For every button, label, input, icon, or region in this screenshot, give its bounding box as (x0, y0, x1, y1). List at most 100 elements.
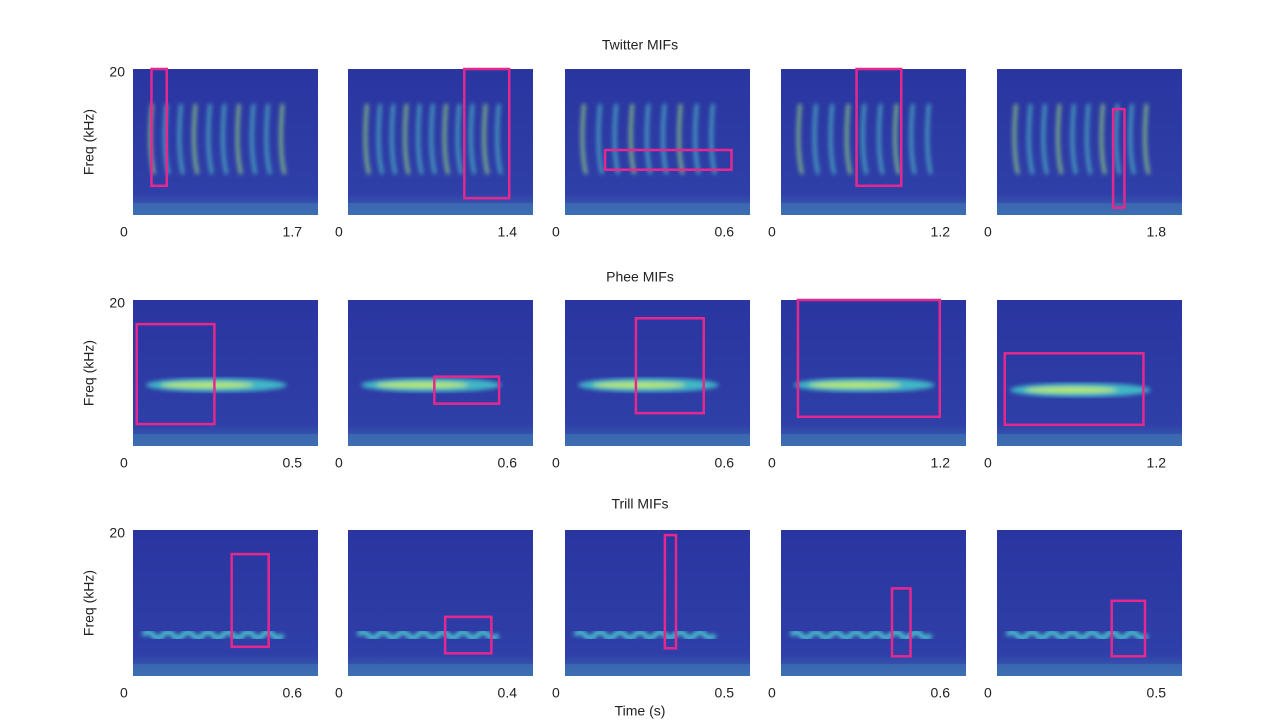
spectrogram-energy (789, 629, 933, 641)
spectrogram-energy (1012, 103, 1150, 175)
x-tick-label: 0 (552, 455, 560, 471)
call-band-core (375, 382, 469, 388)
call-streak (829, 103, 836, 175)
call-streak (1041, 103, 1049, 175)
noise-floor (348, 434, 533, 446)
noise-floor (133, 664, 318, 676)
spectrogram (997, 300, 1182, 446)
call-streak (597, 103, 604, 175)
spectrogram (133, 300, 318, 446)
call-streak (495, 103, 503, 175)
spectrogram-bg (781, 530, 966, 676)
x-tick-label: 0 (120, 224, 128, 240)
spectrogram-energy (360, 378, 502, 392)
x-tick-label: 0.6 (715, 455, 735, 471)
call-streak (845, 103, 852, 175)
call-streak (482, 103, 490, 175)
mif-box (1110, 599, 1147, 658)
x-axis-label: Time (s) (615, 703, 666, 719)
call-trill (789, 629, 933, 641)
call-streak (1056, 103, 1063, 175)
call-streak (250, 103, 257, 175)
call-streak (469, 103, 476, 175)
call-streak (1085, 103, 1092, 175)
spectrogram-bg (565, 300, 750, 446)
spectrogram (781, 300, 966, 446)
call-streak (363, 103, 371, 175)
x-tick-label: 1.4 (498, 224, 518, 240)
x-tick-label: 0 (768, 685, 776, 701)
spectrogram-energy (796, 103, 933, 175)
call-streak (909, 103, 917, 175)
noise-floor (565, 434, 750, 446)
call-streak (1114, 103, 1121, 175)
spectrogram (565, 530, 750, 676)
row-title: Trill MIFs (611, 496, 668, 512)
mif-box (1003, 352, 1145, 427)
x-tick-label: 0.5 (1147, 685, 1167, 701)
x-tick-label: 0.6 (715, 224, 735, 240)
spectrogram-bg (565, 69, 750, 215)
spectrogram (348, 300, 533, 446)
mif-box (135, 322, 216, 426)
call-band-core (808, 382, 902, 388)
x-tick-label: 0 (120, 455, 128, 471)
spectrogram-bg (133, 530, 318, 676)
call-streak (1128, 103, 1136, 175)
x-tick-label: 1.2 (931, 224, 951, 240)
x-tick-label: 0.5 (283, 455, 303, 471)
mif-box (150, 67, 168, 188)
noise-floor (781, 664, 966, 676)
mif-box (230, 552, 270, 649)
y-axis-label: Freq (kHz) (81, 570, 97, 636)
call-streak (1143, 103, 1150, 175)
x-tick-label: 0 (984, 224, 992, 240)
spectrogram-energy (145, 378, 287, 392)
call-streak (377, 103, 384, 175)
mif-box (796, 298, 942, 419)
x-tick-label: 0 (552, 685, 560, 701)
noise-floor (133, 434, 318, 446)
spectrogram-energy (573, 629, 717, 641)
noise-floor (565, 203, 750, 215)
spectrogram (997, 69, 1182, 215)
call-streak (390, 103, 397, 175)
call-trill (1005, 629, 1149, 641)
call-streak (893, 103, 901, 175)
y-axis-label: Freq (kHz) (81, 340, 97, 406)
spectrogram-bg (781, 69, 966, 215)
mif-box (890, 587, 912, 658)
spectrogram (781, 69, 966, 215)
noise-floor (133, 203, 318, 215)
call-streak (1099, 103, 1107, 175)
spectrogram (565, 300, 750, 446)
x-tick-label: 0.6 (283, 685, 303, 701)
call-band-core (1024, 387, 1118, 393)
mif-box (634, 317, 706, 415)
spectrogram-energy (141, 629, 285, 641)
call-streak (796, 103, 804, 175)
spectrogram-bg (997, 300, 1182, 446)
spectrogram-bg (348, 69, 533, 215)
x-tick-label: 0 (768, 455, 776, 471)
spectrogram (781, 530, 966, 676)
call-streak (279, 103, 286, 175)
row-title: Twitter MIFs (602, 37, 678, 53)
call-trill (573, 629, 717, 641)
noise-floor (348, 203, 533, 215)
spectrogram-bg (565, 530, 750, 676)
call-streak (192, 103, 199, 175)
spectrogram (348, 530, 533, 676)
call-streak (813, 103, 820, 175)
y-tick-label: 20 (109, 64, 125, 80)
x-tick-label: 0 (335, 224, 343, 240)
call-streak (177, 103, 185, 175)
call-streak (1012, 103, 1020, 175)
x-tick-label: 1.7 (283, 224, 303, 240)
x-tick-label: 0 (335, 685, 343, 701)
noise-floor (348, 664, 533, 676)
call-streak (861, 103, 868, 175)
x-tick-label: 0 (335, 455, 343, 471)
call-streak (429, 103, 437, 175)
